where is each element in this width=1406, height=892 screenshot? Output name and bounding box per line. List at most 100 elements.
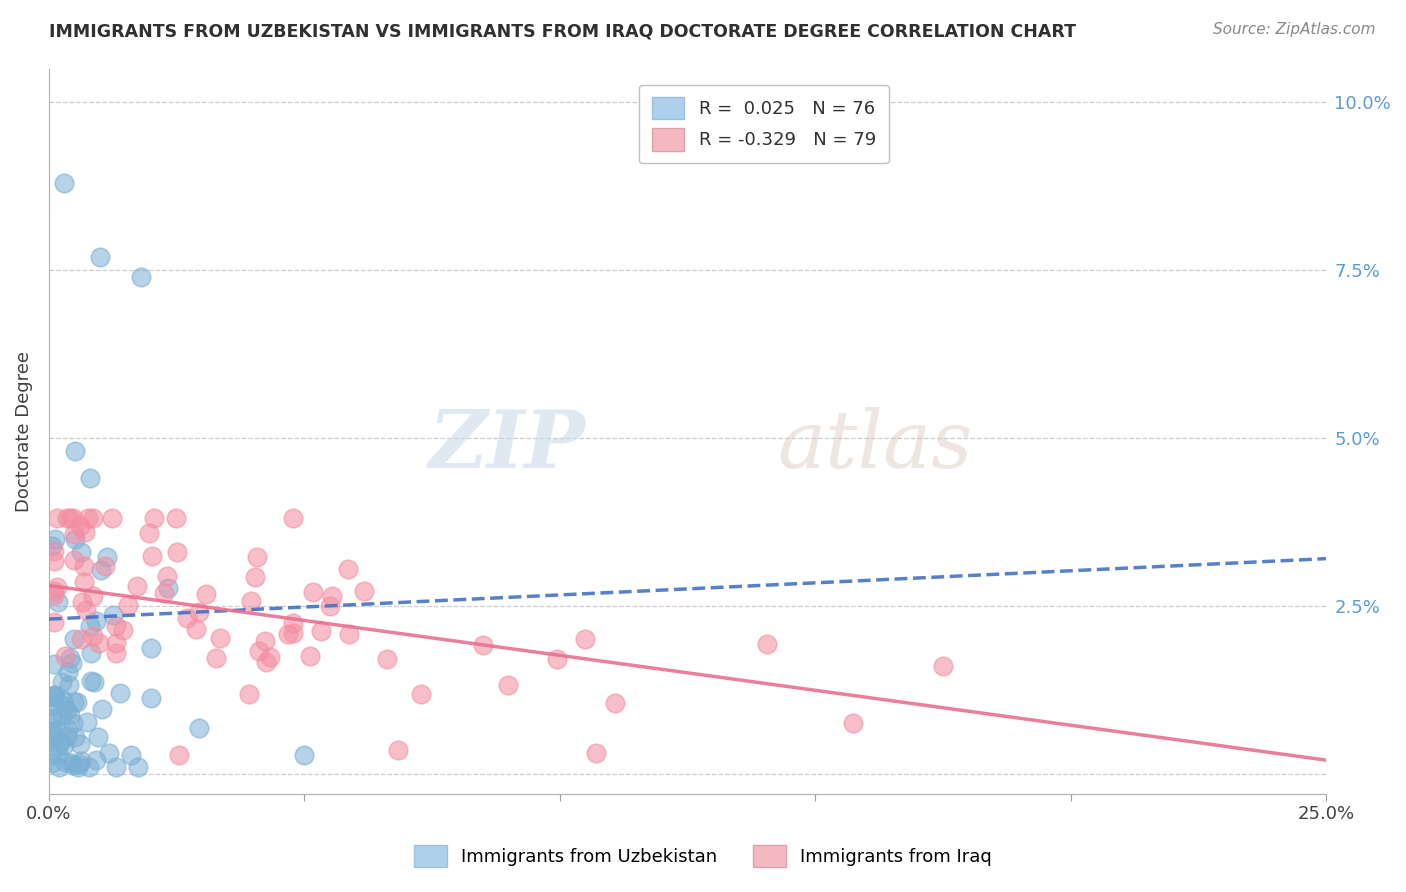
Point — [105, 760, 128, 774]
Point — [46, 511, 69, 525]
Point — [932, 659, 955, 673]
Point — [205, 650, 228, 665]
Point — [62, 511, 84, 525]
Point — [240, 594, 263, 608]
Point — [52, 698, 75, 713]
Point — [75, 603, 97, 617]
Point — [756, 637, 779, 651]
Point — [62, 758, 84, 772]
Point — [156, 569, 179, 583]
Point — [67, 756, 90, 771]
Point — [496, 678, 519, 692]
Point — [62, 526, 84, 541]
Point — [41, 539, 63, 553]
Point — [127, 760, 149, 774]
Point — [63, 444, 86, 458]
Point — [238, 687, 260, 701]
Point — [281, 626, 304, 640]
Point — [409, 686, 432, 700]
Point — [321, 589, 343, 603]
Point — [166, 545, 188, 559]
Point — [336, 562, 359, 576]
Point — [86, 730, 108, 744]
Point — [471, 638, 494, 652]
Point — [254, 634, 277, 648]
Point — [245, 570, 267, 584]
Point — [299, 648, 322, 663]
Point — [96, 549, 118, 564]
Point — [56, 665, 79, 679]
Point — [49, 734, 72, 748]
Point — [53, 756, 76, 770]
Point — [62, 632, 84, 646]
Point — [42, 543, 65, 558]
Point — [375, 652, 398, 666]
Point — [59, 650, 82, 665]
Point — [42, 657, 65, 671]
Point — [165, 511, 187, 525]
Point — [69, 518, 91, 533]
Point — [56, 511, 79, 525]
Point — [63, 730, 86, 744]
Point — [254, 655, 277, 669]
Point — [69, 737, 91, 751]
Point — [186, 622, 208, 636]
Point — [62, 716, 84, 731]
Point — [387, 743, 409, 757]
Point — [48, 738, 70, 752]
Point — [59, 511, 82, 525]
Point — [156, 581, 179, 595]
Point — [73, 559, 96, 574]
Point — [51, 675, 73, 690]
Point — [58, 678, 80, 692]
Point — [41, 711, 63, 725]
Point — [79, 471, 101, 485]
Point — [194, 586, 217, 600]
Point — [53, 176, 76, 190]
Point — [41, 698, 63, 712]
Point — [44, 615, 66, 629]
Point — [188, 605, 211, 619]
Point — [141, 549, 163, 563]
Point — [41, 756, 63, 770]
Point — [48, 760, 70, 774]
Point — [77, 760, 100, 774]
Point — [101, 608, 124, 623]
Point — [69, 545, 91, 559]
Point — [91, 702, 114, 716]
Point — [84, 752, 107, 766]
Y-axis label: Doctorate Degree: Doctorate Degree — [15, 351, 32, 512]
Point — [62, 553, 84, 567]
Point — [51, 708, 73, 723]
Point — [44, 688, 66, 702]
Point — [66, 695, 89, 709]
Point — [139, 691, 162, 706]
Point — [89, 250, 111, 264]
Point — [247, 644, 270, 658]
Point — [585, 746, 607, 760]
Point — [63, 532, 86, 546]
Text: atlas: atlas — [778, 407, 972, 484]
Point — [603, 697, 626, 711]
Point — [138, 526, 160, 541]
Point — [87, 636, 110, 650]
Point — [42, 554, 65, 568]
Point — [56, 723, 79, 737]
Point — [41, 728, 63, 742]
Point — [842, 716, 865, 731]
Point — [45, 723, 67, 737]
Point — [105, 618, 128, 632]
Point — [83, 675, 105, 690]
Point — [67, 760, 90, 774]
Point — [44, 532, 66, 546]
Text: IMMIGRANTS FROM UZBEKISTAN VS IMMIGRANTS FROM IRAQ DOCTORATE DEGREE CORRELATION : IMMIGRANTS FROM UZBEKISTAN VS IMMIGRANTS… — [49, 22, 1076, 40]
Point — [41, 712, 63, 726]
Point — [82, 629, 104, 643]
Point — [152, 586, 174, 600]
Point — [53, 648, 76, 663]
Point — [80, 647, 103, 661]
Point — [353, 583, 375, 598]
Point — [139, 641, 162, 656]
Point — [94, 558, 117, 573]
Point — [259, 650, 281, 665]
